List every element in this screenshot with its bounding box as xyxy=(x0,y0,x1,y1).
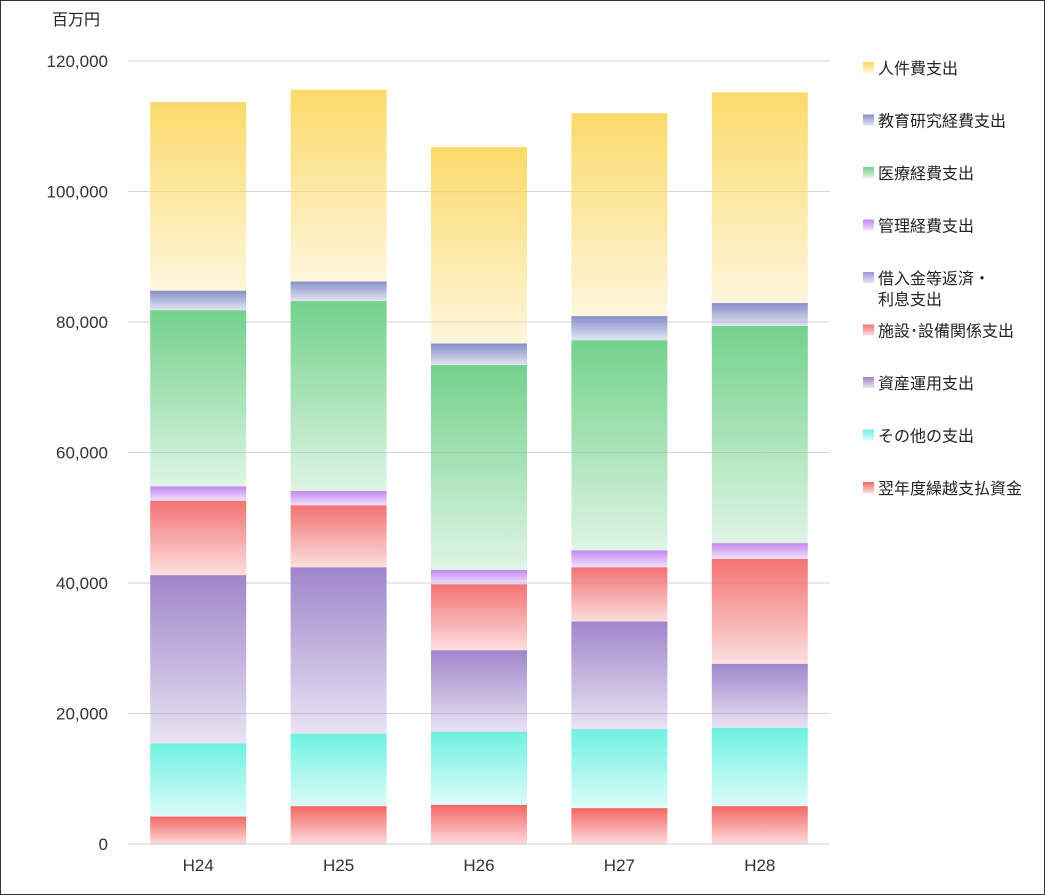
bar-segment xyxy=(431,804,527,844)
legend-swatch xyxy=(863,429,874,441)
bar-segment xyxy=(711,543,808,559)
legend-label: 管理経費支出 xyxy=(878,218,974,236)
x-tick-label: H26 xyxy=(463,856,494,875)
y-tick-label: 80,000 xyxy=(56,313,108,332)
bar-segment xyxy=(431,584,527,651)
bar-segment xyxy=(571,567,668,622)
legend-label: 教育研究経費支出 xyxy=(878,113,1006,131)
x-axis-ticks: H24 H25 H26 H27 H28 xyxy=(183,856,776,875)
bar-segment xyxy=(571,621,668,730)
bar-segment xyxy=(431,147,527,344)
bar-segment xyxy=(290,567,387,734)
y-tick-label: 100,000 xyxy=(47,183,108,202)
bar-segment xyxy=(711,558,808,664)
bar-segment xyxy=(711,727,808,807)
bar-segment xyxy=(150,486,247,501)
bar-segment xyxy=(150,500,247,576)
bar-segment xyxy=(571,550,668,568)
legend-label: 利息支出 xyxy=(878,291,942,309)
bar-segment xyxy=(150,743,247,817)
bar-segment xyxy=(290,806,387,844)
bar-segment xyxy=(431,365,527,570)
legend-label: 借入金等返済・ xyxy=(878,270,990,288)
legend-label: 施設･設備関係支出 xyxy=(878,323,1014,341)
y-tick-label: 120,000 xyxy=(47,52,108,71)
legend-swatch xyxy=(863,114,874,126)
legend-swatch xyxy=(863,167,874,178)
bar-segment xyxy=(150,310,247,487)
bar-segment xyxy=(711,806,808,844)
bar-segment xyxy=(290,301,387,491)
x-tick-label: H28 xyxy=(744,856,775,875)
y-axis-ticks: 0 20,000 40,000 60,000 80,000 100,000 120,000 xyxy=(47,52,108,854)
y-unit-label: 百万円 xyxy=(52,12,100,29)
bar-segment xyxy=(571,113,668,317)
legend-swatch xyxy=(863,62,874,73)
bar-segment xyxy=(571,808,668,844)
bar-segment xyxy=(711,303,808,326)
bar-segment xyxy=(431,650,527,732)
legend-label: 人件費支出 xyxy=(878,60,958,78)
bar-segment xyxy=(431,343,527,366)
bar-segment xyxy=(290,281,387,302)
bar-segment xyxy=(711,663,808,728)
bar-segment xyxy=(711,92,808,304)
x-tick-label: H24 xyxy=(183,856,214,875)
legend: 人件費支出教育研究経費支出医療経費支出管理経費支出借入金等返済・利息支出施設･設… xyxy=(863,60,1022,498)
legend-label: 資産運用支出 xyxy=(878,375,974,393)
legend-label: 翌年度繰越支払資金 xyxy=(878,480,1022,498)
legend-swatch xyxy=(863,482,874,493)
legend-swatch xyxy=(863,377,874,388)
bar-segment xyxy=(290,733,387,807)
y-tick-label: 60,000 xyxy=(56,444,108,463)
legend-label: 医療経費支出 xyxy=(878,165,974,183)
y-tick-label: 20,000 xyxy=(56,705,108,724)
bar-segment xyxy=(290,505,387,568)
bar-segment xyxy=(150,575,247,744)
bar-segment xyxy=(571,316,668,341)
bar-segment xyxy=(711,325,808,544)
legend-label: その他の支出 xyxy=(878,428,974,446)
legend-swatch xyxy=(863,219,874,231)
y-tick-label: 40,000 xyxy=(56,574,108,593)
bar-segment xyxy=(431,569,527,585)
bar-segment xyxy=(431,731,527,805)
bars xyxy=(150,89,808,844)
bar-segment xyxy=(290,89,387,282)
bar-segment xyxy=(150,816,247,844)
legend-swatch xyxy=(863,272,874,283)
bar-segment xyxy=(571,729,668,809)
bar-segment xyxy=(150,102,247,291)
bar-segment xyxy=(290,490,387,506)
legend-swatch xyxy=(863,324,874,336)
x-tick-label: H25 xyxy=(323,856,354,875)
bar-segment xyxy=(150,290,247,311)
x-tick-label: H27 xyxy=(604,856,635,875)
y-tick-label: 0 xyxy=(99,835,108,854)
bar-segment xyxy=(571,340,668,551)
